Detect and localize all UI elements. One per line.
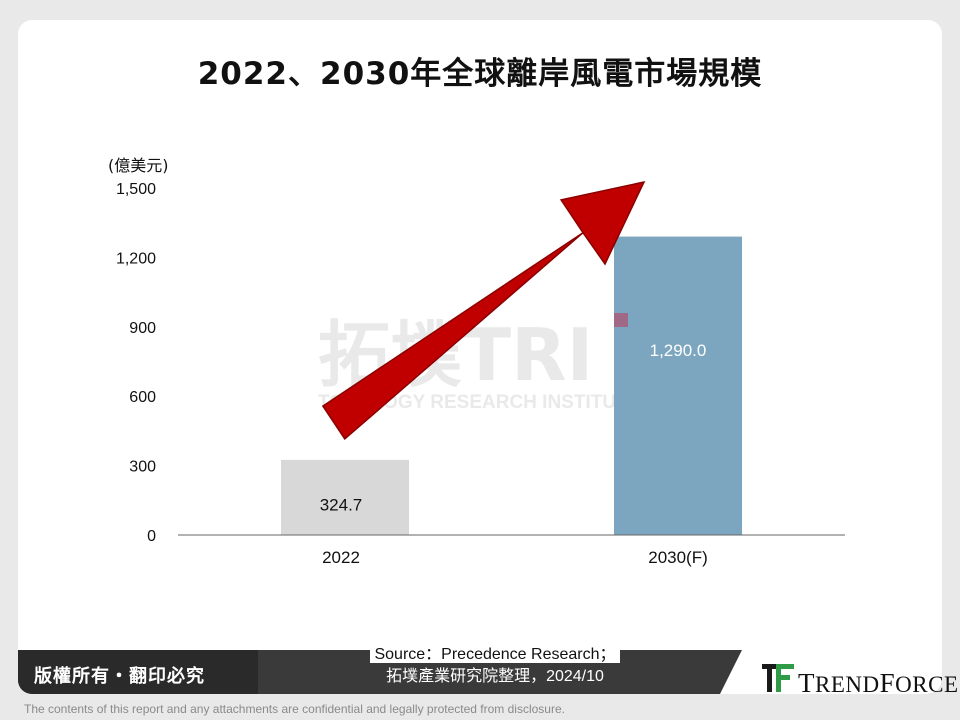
page-title: 2022、2030年全球離岸風電市場規模 <box>197 56 763 92</box>
trendforce-logo-icon <box>762 664 794 692</box>
trend-arrow <box>321 180 646 441</box>
y-tick-label: 1,200 <box>116 250 156 267</box>
x-tick-label: 2022 <box>322 548 360 567</box>
logo-rest: REND <box>815 672 880 697</box>
x-tick-label: 2030(F) <box>648 548 708 567</box>
y-tick-label: 300 <box>129 459 156 476</box>
copyright-text: 版權所有・翻印必究 <box>34 666 205 687</box>
y-tick-label: 900 <box>129 320 156 337</box>
disclaimer: The contents of this report and any atta… <box>24 702 565 716</box>
y-tick-label: 1,500 <box>116 181 156 198</box>
source-note: Source：Precedence Research； 拓墣產業研究院整理，20… <box>300 644 690 688</box>
y-axis-label: (億美元) <box>108 156 169 175</box>
bars: 324.7 1,290.0 <box>281 236 742 535</box>
source-line-1: Source：Precedence Research； <box>370 646 620 663</box>
y-axis-ticks: 0 300 600 900 1,200 1,500 <box>116 181 156 545</box>
logo-slant <box>720 650 742 694</box>
logo-panel <box>742 650 942 694</box>
chart-card <box>18 20 942 694</box>
bar-1 <box>281 459 409 535</box>
y-tick-label: 0 <box>147 528 156 545</box>
data-label: 1,290.0 <box>650 341 707 360</box>
bar-2 <box>614 236 742 535</box>
bar-chart: 拓墣TRI TOPOLOGY RESEARCH INSTITUTE (億美元) … <box>108 156 845 567</box>
source-line-2: 拓墣產業研究院整理，2024/10 <box>386 668 604 685</box>
logo-initial-2: F <box>879 668 896 698</box>
watermark-square <box>614 313 628 327</box>
watermark-sub: TOPOLOGY RESEARCH INSTITUTE <box>318 392 640 413</box>
x-axis-ticks: 2022 2030(F) <box>322 548 708 567</box>
data-label: 324.7 <box>320 495 363 514</box>
trendforce-logo-text: TRENDFORCE <box>798 668 959 699</box>
copyright-tab <box>18 650 258 694</box>
y-tick-label: 600 <box>129 389 156 406</box>
logo-rest-2: ORCE <box>895 672 959 697</box>
logo-initial: T <box>798 668 815 698</box>
